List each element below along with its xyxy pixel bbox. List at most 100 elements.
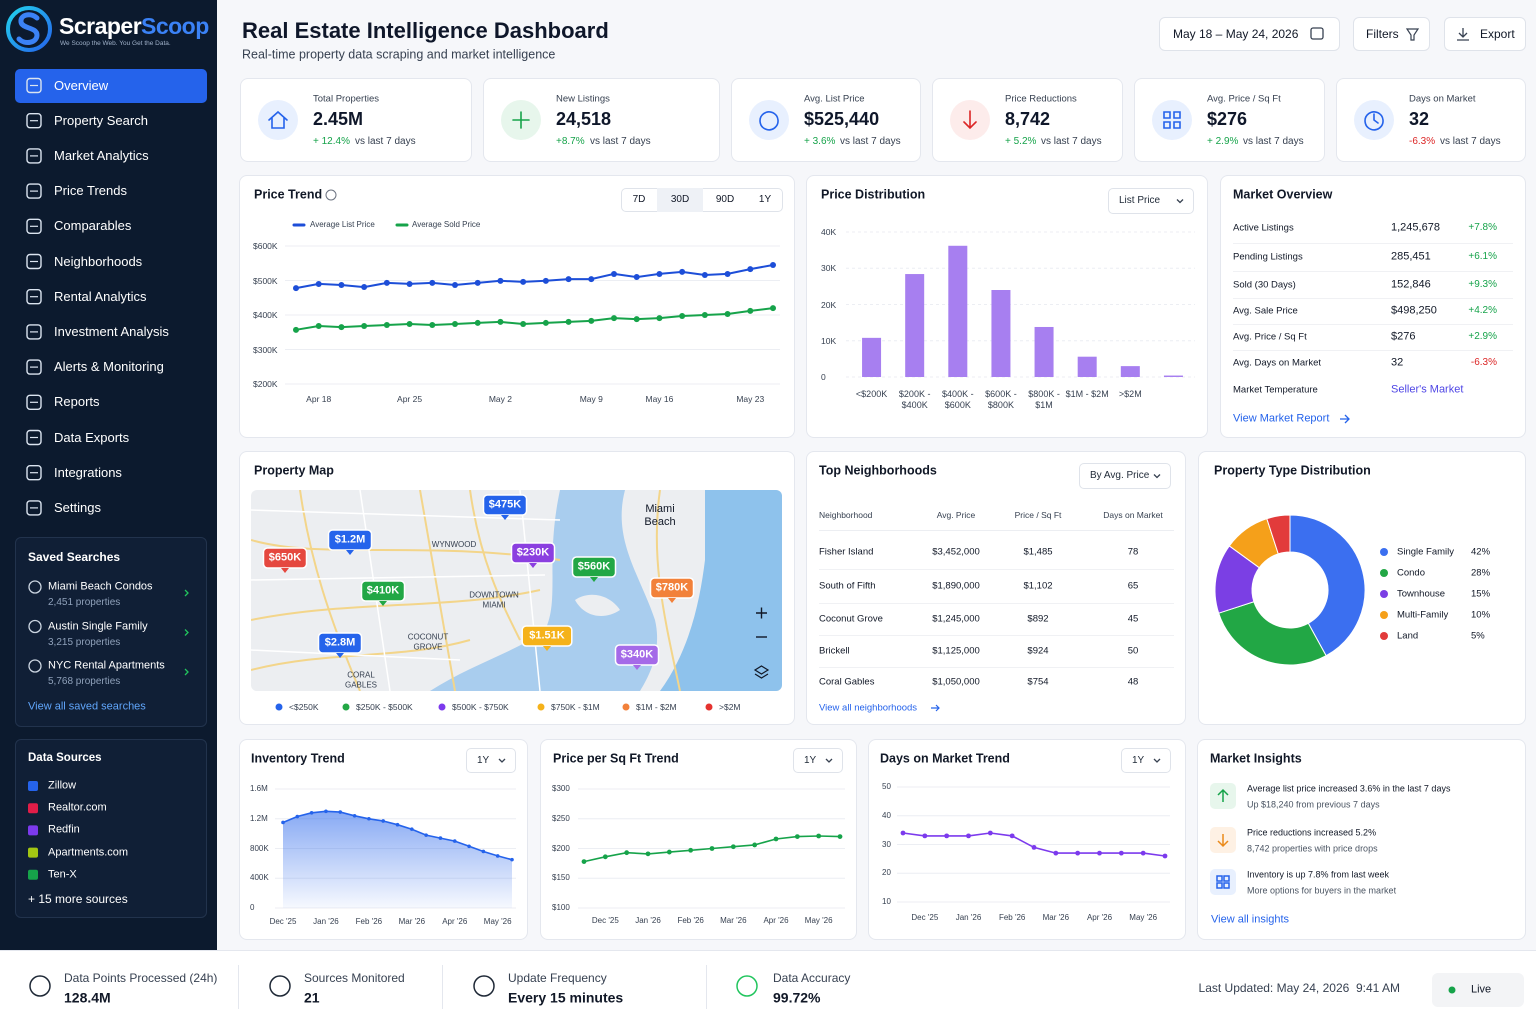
data-point	[1140, 850, 1146, 856]
tab-label[interactable]: 90D	[715, 194, 735, 205]
y-tick-label: 20K	[821, 299, 837, 310]
data-point	[565, 276, 572, 283]
row-divider	[1233, 242, 1513, 244]
nav-label[interactable]: Settings	[54, 500, 101, 516]
nav-label[interactable]: Comparables	[54, 218, 132, 234]
status-pill	[1432, 973, 1524, 1007]
metric-value: $498,250	[1391, 304, 1437, 317]
dropdown[interactable]	[793, 748, 843, 773]
footer-icon	[29, 975, 51, 997]
link[interactable]: + 15 more sources	[28, 891, 128, 906]
nav-label[interactable]: Neighborhoods	[54, 253, 143, 269]
map-marker-label[interactable]: $2.8M	[324, 636, 356, 649]
nav-label[interactable]: Integrations	[54, 464, 122, 480]
metric-label: Market Temperature	[1233, 384, 1318, 396]
bar	[1077, 356, 1097, 377]
link[interactable]: View Market Report	[1233, 412, 1330, 425]
data-point	[542, 319, 549, 326]
metric-change: +9.3%	[1468, 279, 1497, 290]
bar	[1120, 366, 1140, 377]
dropdown[interactable]	[1108, 188, 1194, 214]
table-cell: $1,102	[1023, 580, 1053, 592]
dropdown-label[interactable]: By Avg. Price	[1090, 470, 1150, 481]
place-label: WYNWOOD	[431, 540, 477, 550]
data-point	[770, 305, 776, 312]
legend-dot	[705, 703, 713, 711]
dropdown-label[interactable]: 1Y	[477, 754, 490, 766]
nav-label[interactable]: Overview	[54, 77, 109, 93]
nav-label[interactable]: Reports	[54, 394, 100, 410]
data-point	[452, 839, 457, 843]
insight-title: Price reductions increased 5.2%	[1247, 827, 1377, 838]
metric-change: -6.3%	[1470, 357, 1497, 368]
data-point	[987, 830, 993, 836]
nav-label[interactable]: Rental Analytics	[54, 288, 147, 304]
tab-label[interactable]: 30D	[670, 194, 690, 205]
map-street	[251, 509, 561, 521]
map-street	[251, 574, 546, 581]
dropdown[interactable]	[1121, 748, 1171, 773]
source-icon	[28, 825, 38, 836]
dropdown-label[interactable]: 1Y	[804, 754, 817, 766]
data-point	[361, 323, 368, 330]
button-label[interactable]: Export	[1480, 26, 1515, 41]
nav-label[interactable]: Market Analytics	[54, 148, 149, 164]
map-marker-label[interactable]: $1.2M	[334, 533, 366, 546]
data-point	[381, 819, 385, 823]
map-marker-label[interactable]: $410K	[366, 584, 400, 597]
nav-label[interactable]: Price Trends	[54, 183, 127, 199]
data-point	[293, 326, 299, 333]
x-tick-label: May 9	[579, 393, 603, 404]
value-label: 5%	[1471, 630, 1485, 642]
table-cell: $754	[1027, 676, 1049, 688]
link[interactable]: View all insights	[1211, 913, 1290, 926]
link[interactable]: View all neighborhoods	[819, 702, 918, 714]
map-marker-label[interactable]: $1.51K	[529, 629, 565, 642]
map-marker-label[interactable]: $780K	[655, 581, 689, 594]
nav-label[interactable]: Data Exports	[54, 429, 130, 445]
dropdown-label[interactable]: List Price	[1119, 195, 1161, 206]
button-label[interactable]: Filters	[1366, 26, 1399, 41]
kpi-label: Total Properties	[313, 93, 380, 105]
map-marker-label[interactable]: $340K	[620, 648, 654, 661]
data-point	[944, 833, 950, 839]
insight-title: Inventory is up 7.8% from last week	[1247, 869, 1390, 880]
dropdown[interactable]	[1079, 463, 1171, 489]
map-marker-label[interactable]: $475K	[488, 498, 522, 511]
dropdown-label[interactable]: 1Y	[1132, 754, 1145, 766]
kpi-change: +8.7%	[556, 136, 585, 147]
data-point	[966, 833, 971, 839]
y-tick-label: 400K	[250, 873, 269, 883]
y-tick-label: 10K	[821, 335, 837, 346]
saved-search-name[interactable]: Austin Single Family	[48, 619, 148, 632]
link[interactable]: View all saved searches	[28, 700, 146, 713]
metric-change: +4.2%	[1468, 305, 1497, 316]
map-marker-label[interactable]: $230K	[516, 546, 550, 559]
tab-label[interactable]: 7D	[632, 194, 646, 205]
map-marker-label[interactable]: $650K	[268, 551, 302, 564]
saved-search-name[interactable]: Miami Beach Condos	[48, 580, 153, 593]
data-point	[467, 844, 471, 849]
nav-label[interactable]: Property Search	[54, 112, 148, 128]
data-point	[361, 284, 368, 291]
dropdown[interactable]	[466, 748, 516, 773]
date-button[interactable]	[1159, 17, 1340, 51]
legend-label: Condo	[1397, 567, 1425, 579]
map-marker-label[interactable]: $560K	[577, 560, 611, 573]
saved-search-name[interactable]: NYC Rental Apartments	[48, 659, 165, 672]
card-title: Price Distribution	[821, 187, 926, 202]
date-range[interactable]: May 18 – May 24, 2026	[1173, 26, 1299, 41]
nav-label[interactable]: Investment Analysis	[54, 324, 169, 340]
data-point	[352, 813, 357, 818]
nav-icon	[26, 77, 42, 94]
kpi-note: vs last 7 days	[590, 136, 651, 147]
export-button[interactable]	[1444, 17, 1526, 51]
nav-label[interactable]: Alerts & Monitoring	[54, 359, 164, 375]
filters-button[interactable]	[1353, 17, 1430, 51]
insight-title: Average list price increased 3.6% in the…	[1247, 783, 1451, 794]
bar	[1163, 375, 1183, 377]
tab-label[interactable]: 1Y	[758, 194, 772, 205]
data-point	[474, 319, 481, 326]
footer-icon	[736, 975, 758, 997]
